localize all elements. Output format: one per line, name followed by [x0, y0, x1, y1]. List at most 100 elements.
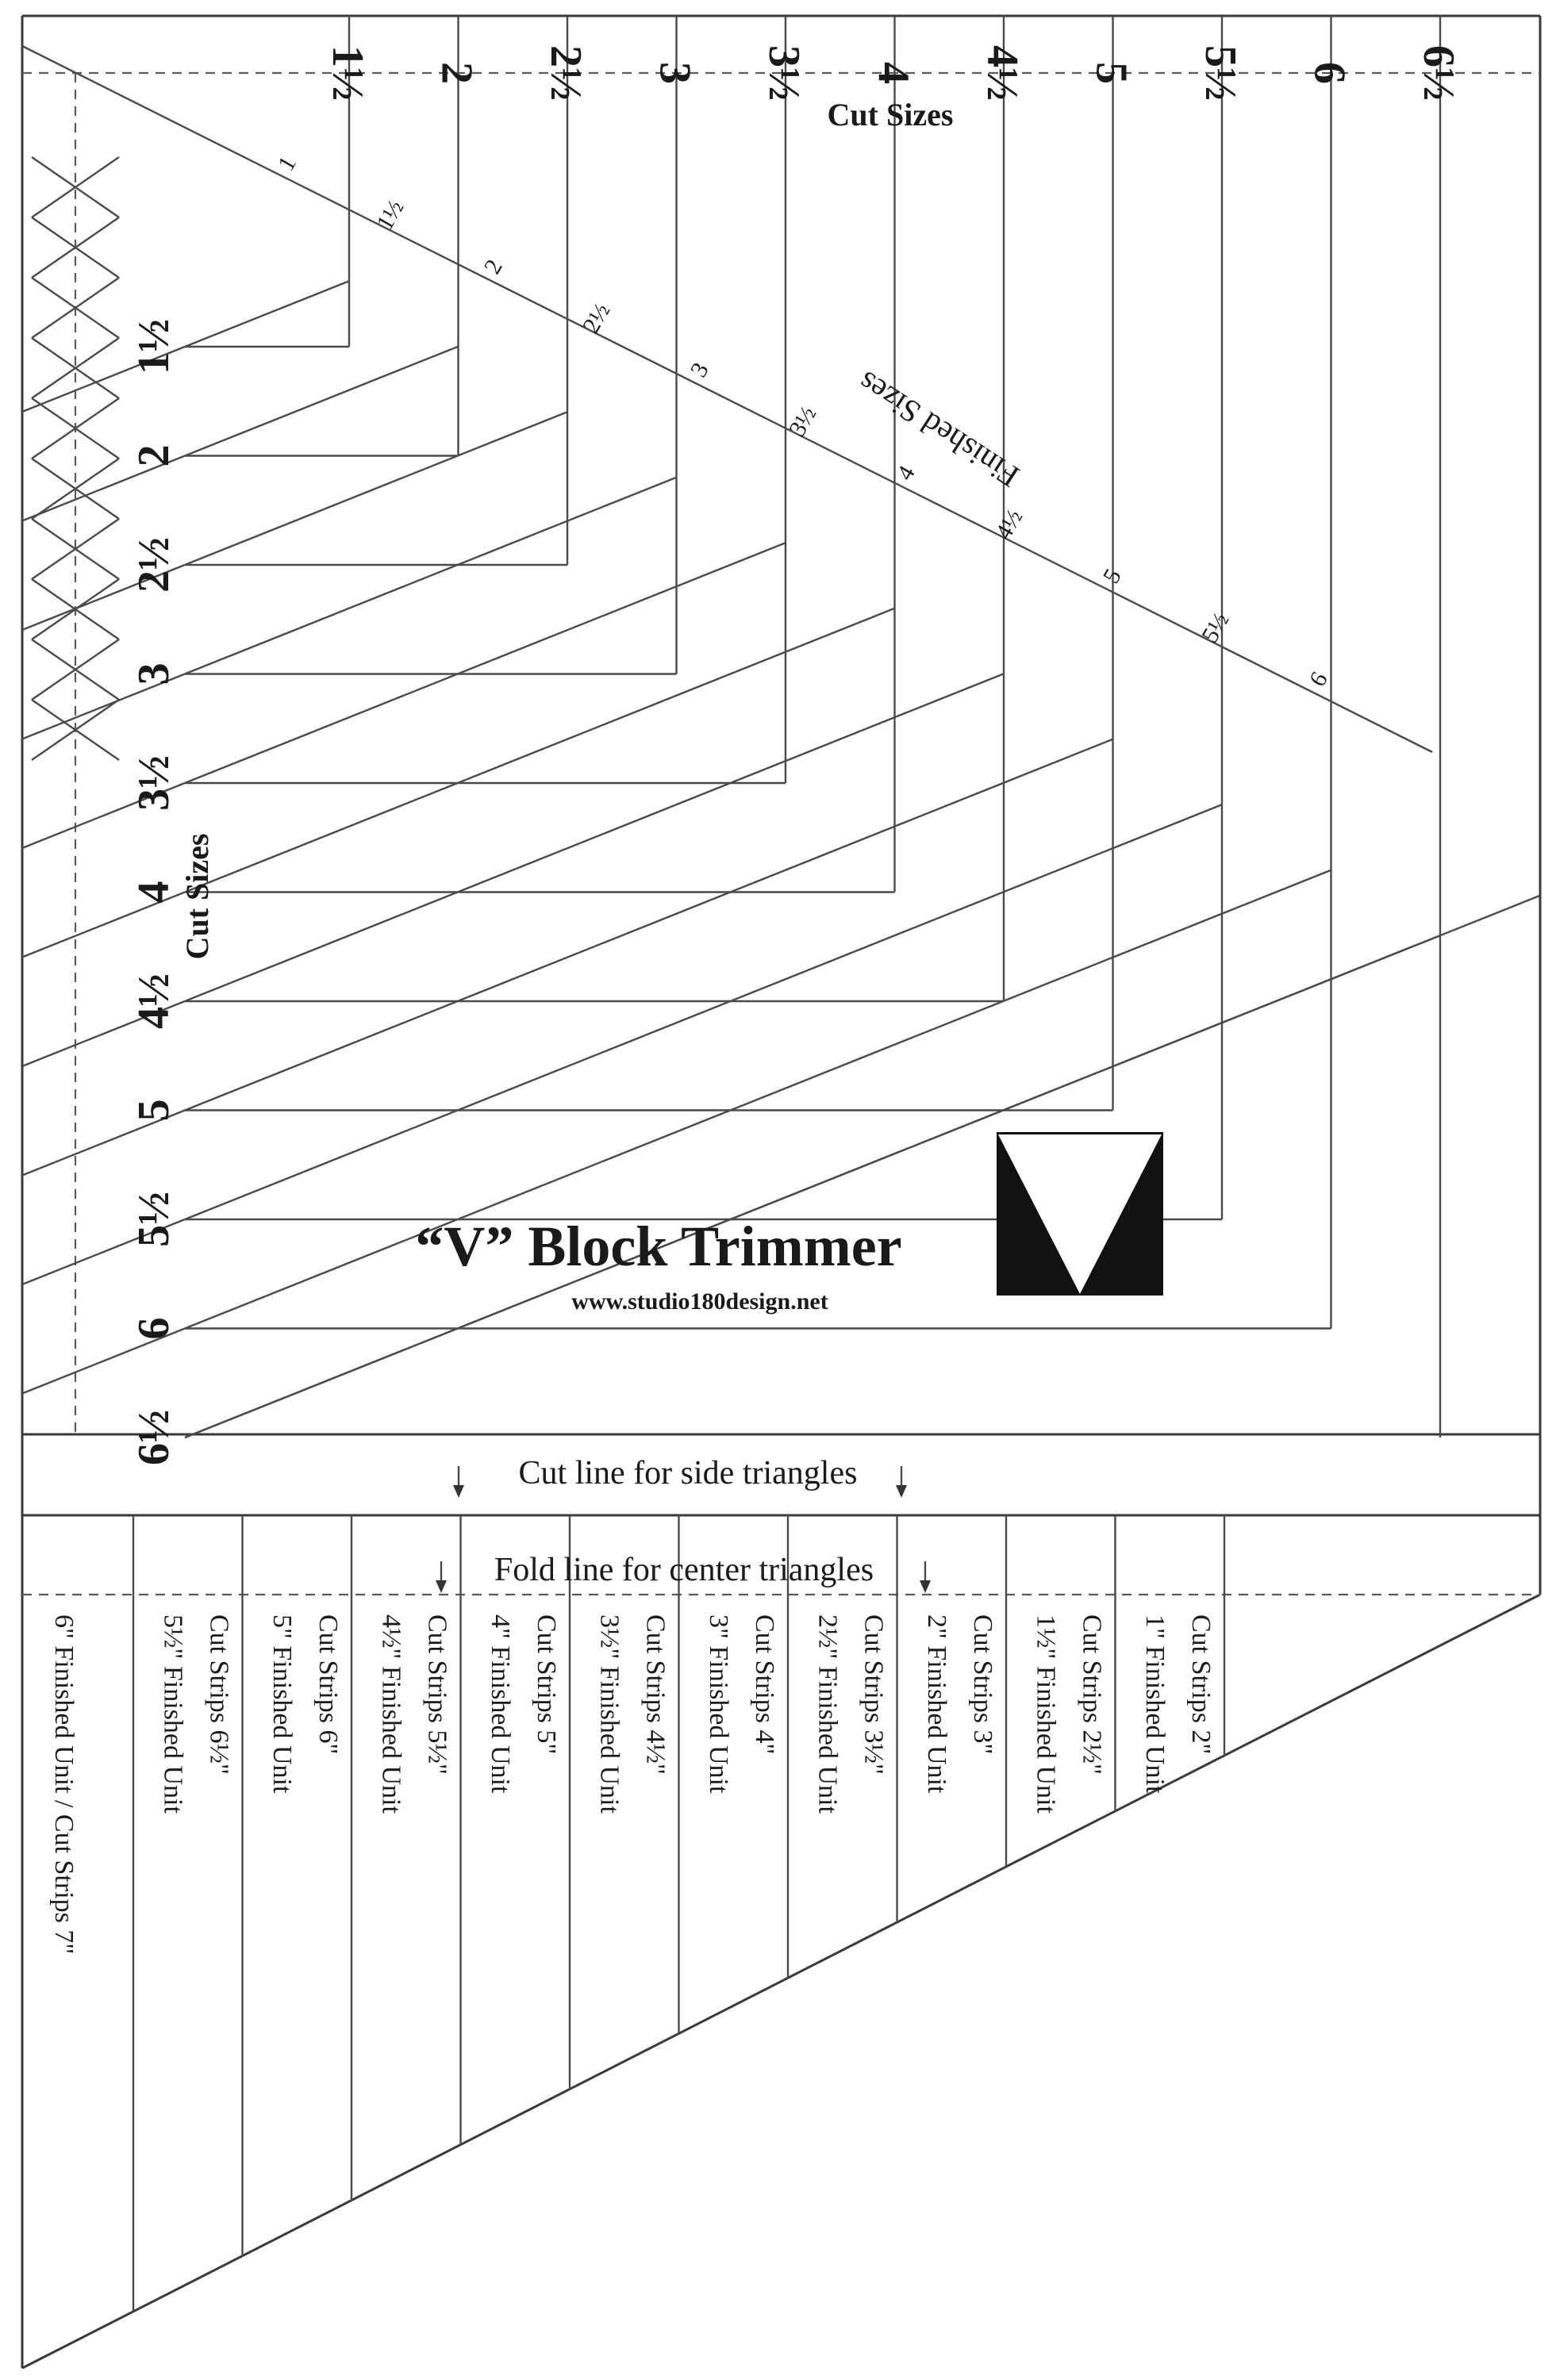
finished-size-label: 3: [686, 359, 714, 382]
strip-cut-label: Cut Strips 2½": [1078, 1614, 1107, 1775]
left-cut-size-label: 2: [129, 445, 179, 467]
strip-labels: 6" Finished Unit / Cut Strips 7" 5½" Fini…: [49, 1614, 1216, 1954]
finished-size-label: 2: [479, 255, 508, 278]
cut-diagonal-line: [184, 280, 350, 348]
left-cut-size-label: 4½: [129, 973, 179, 1029]
cut-diagonal-line: [184, 673, 1005, 1003]
cross-hatch-line: [31, 397, 120, 459]
finished-size-label: 4½: [990, 505, 1028, 544]
strip-unit-label: 3½" Finished Unit: [595, 1614, 624, 1814]
ruler-title: “V” Block Trimmer: [415, 1215, 901, 1278]
strip-hypotenuse-edge: [21, 1593, 1541, 2370]
cross-hatch-line: [31, 699, 120, 761]
strip-cut-label: Cut Strips 3½": [859, 1614, 889, 1775]
strip-unit-label: 6" Finished Unit / Cut Strips 7": [49, 1614, 79, 1954]
top-cut-size-label: 6½: [1414, 45, 1463, 101]
top-axis-label: Cut Sizes: [828, 97, 954, 132]
finished-size-label: 1½: [371, 196, 409, 235]
top-cut-size-label: 6: [1305, 62, 1354, 84]
finished-size-label: 1: [273, 152, 302, 175]
strip-unit-label: 4½" Finished Unit: [377, 1614, 406, 1814]
strip-unit-label: 1" Finished Unit: [1140, 1614, 1170, 1794]
top-cut-size-label: 2½: [541, 45, 590, 101]
cut-diagonal-extension: [21, 455, 186, 522]
cross-hatch-line: [31, 156, 120, 218]
cross-hatch-line: [31, 518, 120, 580]
strip-unit-label: 5" Finished Unit: [267, 1614, 297, 1794]
cut-diagonal-line: [184, 542, 786, 785]
cut-line-arrow-right-head: [896, 1485, 907, 1498]
strip-unit-label: 3" Finished Unit: [704, 1614, 733, 1794]
ruler-lines: [21, 14, 1542, 2370]
cut-diagonal-extension: [21, 1327, 186, 1395]
cut-diagonal-line: [184, 804, 1223, 1221]
cut-diagonal-extension: [21, 891, 186, 958]
top-cut-size-labels: 1½ 2 2½ 3 3½ 4 4½ 5 5½ 6 6½: [323, 45, 1463, 101]
cross-hatch-line: [31, 458, 120, 520]
strip-cut-label: Cut Strips 5": [532, 1614, 561, 1754]
left-cut-size-label: 5: [129, 1100, 179, 1122]
left-cut-size-labels: 1½ 2 2½ 3 3½ 4 4½ 5 5½ 6 6½: [129, 319, 179, 1465]
left-cut-size-label: 1½: [129, 319, 179, 374]
strip-unit-label: 1½" Finished Unit: [1032, 1614, 1061, 1814]
left-cut-size-label: 2½: [129, 537, 179, 593]
marker-arrows: [436, 1466, 931, 1593]
cut-diagonal-extension: [21, 345, 186, 413]
left-cut-size-label: 3½: [129, 755, 179, 811]
cross-hatch-line: [31, 277, 120, 339]
cross-hatch-line: [31, 578, 120, 640]
left-cut-size-label: 3: [129, 663, 179, 685]
strip-cut-label: Cut Strips 6": [313, 1614, 343, 1754]
finished-sizes-diagonal: [21, 44, 1433, 754]
logo-v-triangle: [998, 1134, 1162, 1294]
strip-cut-label: Cut Strips 2": [1186, 1614, 1216, 1754]
strip-cut-label: Cut Strips 4": [750, 1614, 779, 1754]
top-cut-size-label: 5½: [1196, 45, 1245, 101]
finished-size-label: 4: [892, 462, 920, 485]
top-cut-size-label: 2: [432, 62, 482, 84]
cut-diagonal-line: [184, 607, 895, 893]
cut-line-arrow-left-head: [453, 1485, 464, 1498]
cut-diagonal-line: [184, 738, 1113, 1111]
top-cut-size-label: 4½: [978, 45, 1027, 101]
left-axis-label: Cut Sizes: [179, 834, 215, 960]
top-cut-size-label: 3: [651, 62, 700, 84]
cut-diagonal-extension: [21, 781, 186, 850]
finished-size-label: 6: [1304, 668, 1333, 691]
strip-cut-label: Cut Strips 3": [968, 1614, 997, 1754]
cut-diagonal-line: [184, 869, 1331, 1330]
strip-unit-label: 5½" Finished Unit: [159, 1614, 188, 1814]
fold-line-label: Fold line for center triangles: [494, 1552, 874, 1588]
strip-cut-label: Cut Strips 5½": [423, 1614, 452, 1775]
long-diagonal-line: [184, 894, 1541, 1439]
cut-diagonal-line: [184, 411, 568, 566]
cut-diagonal-extension: [21, 1000, 186, 1068]
top-cut-size-label: 4: [869, 62, 918, 84]
finished-size-label: 5½: [1197, 608, 1234, 647]
top-cut-size-label: 1½: [323, 45, 372, 101]
fold-line-arrow-left-head: [436, 1580, 447, 1593]
cross-hatch-line: [31, 337, 120, 399]
strip-unit-label: 2½" Finished Unit: [813, 1614, 843, 1814]
cross-hatch-line: [31, 639, 120, 701]
strip-unit-label: 4" Finished Unit: [486, 1614, 515, 1794]
finished-size-label: 3½: [784, 402, 821, 441]
cut-diagonal-line: [184, 345, 459, 457]
strip-cut-label: Cut Strips 6½": [205, 1614, 234, 1775]
fold-line-arrow-right-head: [920, 1580, 931, 1593]
cut-diagonal-extension: [21, 1109, 186, 1177]
cut-diagonal-extension: [21, 563, 186, 631]
cut-diagonal-extension: [21, 673, 186, 740]
left-cut-size-label: 6½: [129, 1410, 179, 1465]
strip-cut-label: Cut Strips 4½": [641, 1614, 670, 1775]
cut-line-label: Cut line for side triangles: [519, 1455, 858, 1491]
cut-diagonal-extension: [21, 1218, 186, 1286]
left-cut-size-label: 4: [129, 881, 179, 904]
finished-size-label: 2½: [578, 299, 615, 338]
website-url: www.studio180design.net: [571, 1288, 828, 1315]
top-cut-size-label: 5: [1087, 62, 1136, 84]
left-cut-size-label: 5½: [129, 1192, 179, 1247]
